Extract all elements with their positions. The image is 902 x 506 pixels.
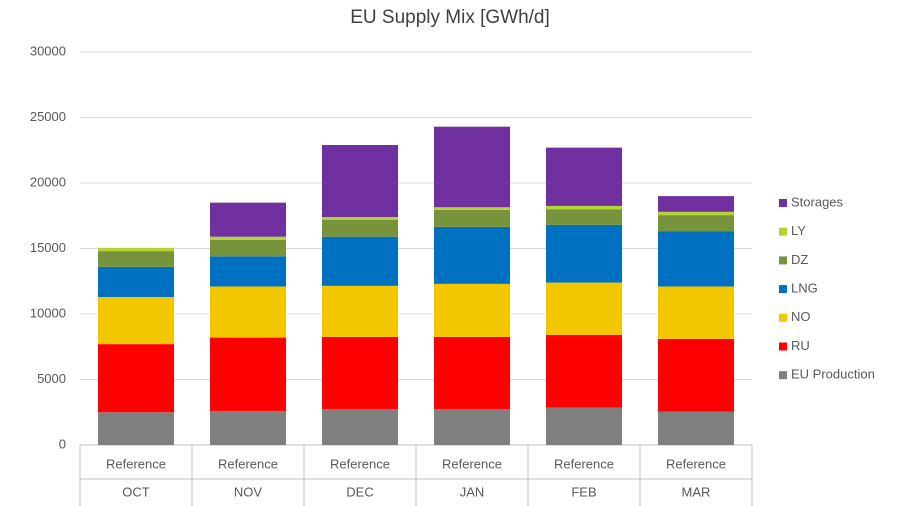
legend-label: NO <box>791 309 811 324</box>
x-tick-label: MAR <box>682 484 711 499</box>
bar-segment <box>546 224 622 283</box>
x-subcategory-label: Reference <box>666 456 726 471</box>
y-tick-label: 0 <box>59 436 66 451</box>
legend-swatch <box>779 256 787 265</box>
legend-label: DZ <box>791 252 808 267</box>
bar-segment <box>658 286 734 339</box>
bar-segment <box>98 247 174 252</box>
bar-segment <box>546 334 622 408</box>
bar-segment <box>322 408 398 445</box>
bar-segment <box>546 407 622 445</box>
y-tick-label: 15000 <box>30 240 66 255</box>
bar-segment <box>434 126 510 208</box>
legend-swatch <box>779 199 787 207</box>
y-tick-label: 5000 <box>37 371 66 386</box>
y-tick-label: 25000 <box>30 109 66 124</box>
bar-segment <box>98 266 174 297</box>
bar-segment <box>658 196 734 212</box>
x-tick-label: NOV <box>234 484 263 499</box>
bar-segment <box>210 286 286 338</box>
bar-segment <box>98 412 174 445</box>
bar-segment <box>322 285 398 337</box>
bar-segment <box>98 344 174 413</box>
bar-segment <box>322 217 398 220</box>
legend-swatch <box>779 285 787 294</box>
x-subcategory-label: Reference <box>442 456 502 471</box>
legend-label: Storages <box>791 194 844 209</box>
bar-segment <box>210 337 286 411</box>
x-tick-label: DEC <box>346 484 373 499</box>
bar-segment <box>210 236 286 240</box>
x-tick-label: OCT <box>122 484 150 499</box>
x-tick-label: JAN <box>460 484 485 499</box>
bar-segment <box>434 336 510 409</box>
legend-label: LNG <box>791 281 818 296</box>
bar-segment <box>546 209 622 225</box>
bar-segment <box>434 207 510 210</box>
bar-segment <box>322 236 398 286</box>
legend-label: EU Production <box>791 367 875 382</box>
bar-segment <box>210 256 286 287</box>
bar-segment <box>658 411 734 445</box>
x-subcategory-label: Reference <box>106 456 166 471</box>
bar-segment <box>322 219 398 237</box>
bar-segment <box>546 147 622 206</box>
bar-segment <box>658 215 734 232</box>
bar-segment <box>322 145 398 218</box>
x-subcategory-label: Reference <box>218 456 278 471</box>
bar-segment <box>322 336 398 409</box>
bar-segment <box>434 408 510 445</box>
bar-segment <box>546 282 622 335</box>
x-subcategory-label: Reference <box>330 456 390 471</box>
bar-segment <box>546 205 622 210</box>
x-tick-label: FEB <box>571 484 596 499</box>
legend-swatch <box>779 371 787 380</box>
y-tick-label: 10000 <box>30 305 66 320</box>
legend-swatch <box>779 313 787 322</box>
bar-segment <box>98 296 174 345</box>
x-subcategory-label: Reference <box>554 456 614 471</box>
legend-swatch <box>779 342 787 351</box>
bar-segment <box>210 202 286 237</box>
legend-swatch <box>779 227 787 236</box>
bar-segment <box>434 283 510 337</box>
bar-segment <box>434 226 510 284</box>
bar-segment <box>658 338 734 412</box>
legend-label: RU <box>791 338 810 353</box>
y-tick-label: 20000 <box>30 174 66 189</box>
bar-segment <box>658 231 734 287</box>
bar-segment <box>658 211 734 216</box>
bar-segment <box>210 410 286 445</box>
bar-segment <box>434 209 510 227</box>
y-tick-label: 30000 <box>30 43 66 58</box>
bar-segment <box>210 239 286 257</box>
chart-title: EU Supply Mix [GWh/d] <box>350 7 550 28</box>
bar-segment <box>98 251 174 267</box>
legend-label: LY <box>791 223 806 238</box>
